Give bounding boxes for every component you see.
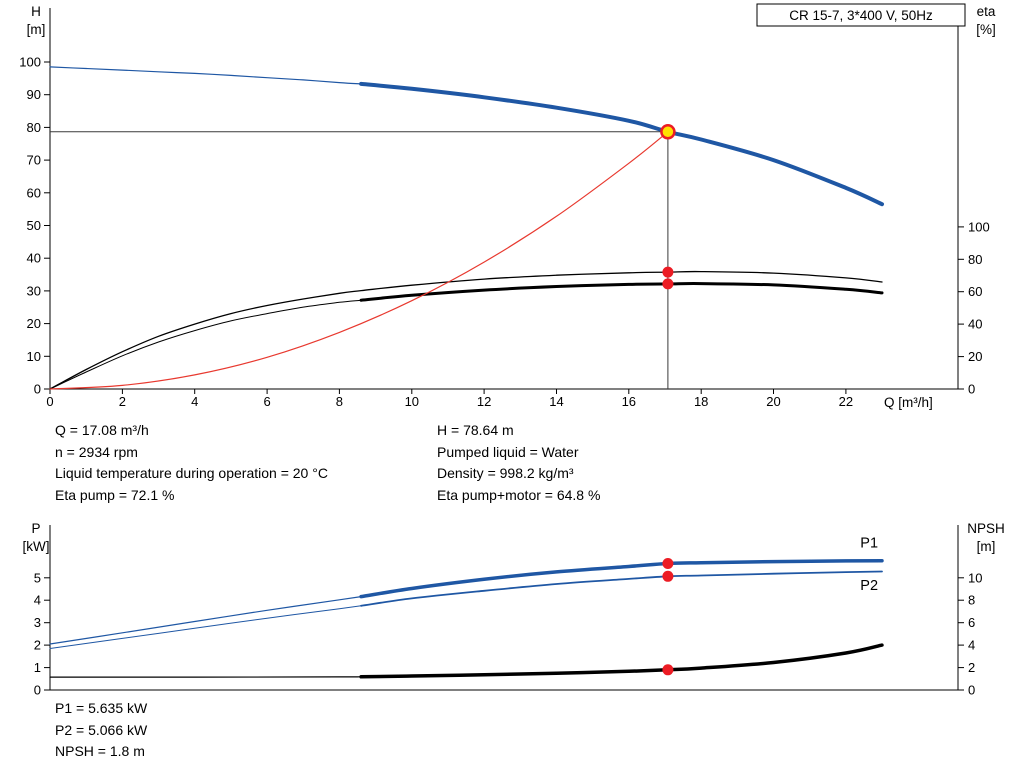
- density-value: Density = 998.2 kg/m³: [437, 465, 574, 481]
- npsh-value: NPSH = 1.8 m: [55, 743, 145, 759]
- system-curve: [49, 131, 669, 390]
- pump-title-box: [756, 3, 966, 27]
- y-right-axis-unit: [m]: [977, 539, 996, 554]
- y-left-tick-label: 4: [34, 593, 41, 608]
- hq-eta-chart[interactable]: 0 10 20 30 40 50 60 70 80 90 100 0 20 40 60 80 100 0 2 4 6 8 1…: [0, 0, 1024, 414]
- eta-pump-value: Eta pump = 72.1 %: [55, 486, 175, 503]
- y-right-tick-label: 8: [968, 593, 975, 608]
- y-left-tick-label: 50: [27, 218, 41, 233]
- pump-title: CR 15-7, 3*400 V, 50Hz: [789, 8, 933, 23]
- y-left-tick-label: 10: [27, 349, 41, 364]
- power-info-panel: P1 = 5.635 kW P2 = 5.066 kW NPSH = 1.8 m: [55, 698, 147, 763]
- flow-value: Q = 17.08 m³/h: [55, 422, 149, 438]
- y-left-tick-label: 70: [27, 153, 41, 168]
- x-tick-label: 12: [477, 394, 491, 409]
- y-left-axis-title: P: [31, 521, 40, 536]
- y-left-axis-unit: [kW]: [23, 539, 50, 554]
- y-right-tick-label: 100: [968, 219, 990, 234]
- y-left-tick-label: 60: [27, 185, 41, 200]
- eta-pump-marker: [662, 266, 674, 278]
- eta-pump-motor-curve-extended: [49, 299, 362, 390]
- x-tick-label: 4: [191, 394, 198, 409]
- npsh-curve: [359, 643, 884, 679]
- p2-value: P2 = 5.066 kW: [55, 721, 148, 738]
- p2-label: P2: [860, 578, 878, 594]
- x-tick-label: 0: [46, 394, 53, 409]
- y-left-tick-label: 0: [34, 683, 41, 698]
- y-left-axis-title: H: [31, 4, 41, 19]
- y-right-tick-label: 10: [968, 570, 982, 585]
- y-left-tick-label: 1: [34, 660, 41, 675]
- eta-pump-motor-marker: [662, 278, 674, 290]
- p1-label: P1: [860, 535, 878, 551]
- x-axis-title: Q [m³/h]: [884, 395, 933, 410]
- speed-value: n = 2934 rpm: [55, 443, 138, 460]
- eta-pump-motor-value: Eta pump+motor = 64.8 %: [437, 486, 601, 503]
- p1-curve: [359, 558, 884, 599]
- x-tick-label: 14: [549, 394, 563, 409]
- pumped-liquid-value: Pumped liquid = Water: [437, 443, 579, 460]
- eta-pump-curve: [49, 270, 883, 390]
- y-left-tick-label: 100: [19, 55, 41, 70]
- y-left-tick-label: 2: [34, 638, 41, 653]
- y-right-tick-label: 6: [968, 615, 975, 630]
- x-tick-label: 8: [336, 394, 343, 409]
- head-value: H = 78.64 m: [437, 422, 514, 438]
- p2-curve: [360, 570, 883, 607]
- y-right-tick-label: 0: [968, 683, 975, 698]
- y-right-tick-label: 20: [968, 349, 982, 364]
- eta-pump-motor-curve: [359, 282, 884, 302]
- y-left-tick-label: 3: [34, 615, 41, 630]
- y-left-tick-label: 20: [27, 316, 41, 331]
- npsh-marker: [662, 664, 674, 676]
- y-left-tick-label: 80: [27, 120, 41, 135]
- y-right-tick-label: 40: [968, 317, 982, 332]
- x-tick-label: 22: [839, 394, 853, 409]
- y-left-tick-label: 90: [27, 87, 41, 102]
- p1-marker: [662, 558, 674, 569]
- liquid-temperature-value: Liquid temperature during operation = 20…: [55, 465, 328, 481]
- y-left-tick-label: 30: [27, 283, 41, 298]
- y-right-tick-label: 80: [968, 252, 982, 267]
- x-tick-label: 20: [766, 394, 780, 409]
- p1-curve-extended: [49, 596, 362, 645]
- y-right-axis-unit: [%]: [976, 22, 996, 37]
- duty-info-left: Q = 17.08 m³/h n = 2934 rpm Liquid tempe…: [55, 420, 328, 506]
- y-left-axis-unit: [m]: [27, 22, 46, 37]
- y-right-axis-title: eta: [977, 4, 996, 19]
- x-tick-label: 16: [622, 394, 636, 409]
- head-curve: [359, 81, 884, 207]
- x-tick-label: 6: [263, 394, 270, 409]
- y-left-tick-label: 40: [27, 251, 41, 266]
- head-curve-extended: [49, 66, 362, 85]
- duty-point[interactable]: [660, 124, 676, 140]
- x-tick-label: 10: [405, 394, 419, 409]
- x-tick-label: 18: [694, 394, 708, 409]
- x-tick-label: 2: [119, 394, 126, 409]
- y-right-tick-label: 4: [968, 638, 975, 653]
- y-left-tick-label: 5: [34, 570, 41, 585]
- duty-info-right: H = 78.64 m Pumped liquid = Water Densit…: [437, 420, 600, 506]
- p2-marker: [662, 570, 674, 582]
- p1-value: P1 = 5.635 kW: [55, 700, 148, 716]
- y-right-tick-label: 60: [968, 284, 982, 299]
- power-npsh-chart[interactable]: 0 1 2 3 4 5 0 2 4 6 8 10 P [kW] NPSH [m] P1 P2: [0, 517, 1024, 697]
- y-right-tick-label: 2: [968, 660, 975, 675]
- y-right-tick-label: 0: [968, 382, 975, 397]
- p2-curve-extended: [49, 605, 362, 649]
- y-left-tick-label: 0: [34, 382, 41, 397]
- y-right-axis-title: NPSH: [967, 521, 1005, 536]
